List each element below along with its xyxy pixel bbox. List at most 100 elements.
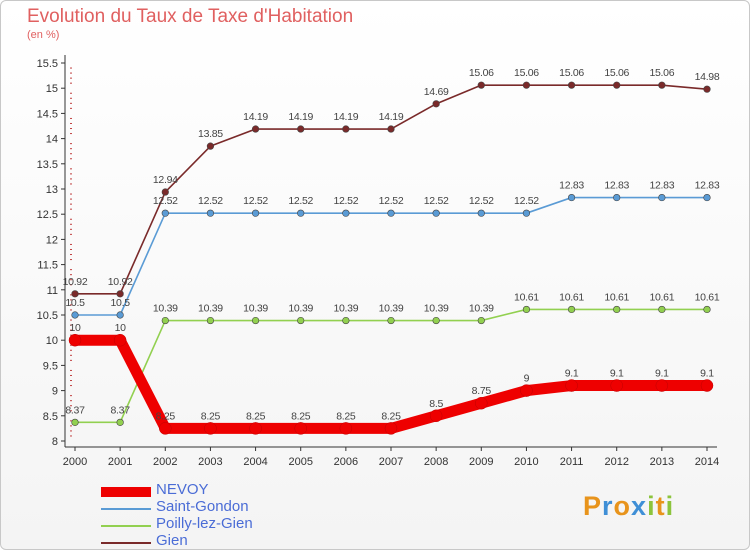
data-label: 10 bbox=[115, 322, 127, 334]
y-tick-label: 13.5 bbox=[37, 159, 58, 171]
x-tick-label: 2014 bbox=[695, 456, 719, 468]
logo-letter: i bbox=[665, 491, 675, 521]
data-label: 12.52 bbox=[333, 195, 358, 207]
data-label: 12.52 bbox=[469, 195, 494, 207]
data-point bbox=[658, 193, 666, 202]
data-point bbox=[71, 418, 79, 426]
y-tick-label: 10.5 bbox=[37, 310, 58, 322]
data-label: 8.37 bbox=[111, 404, 131, 416]
data-point bbox=[610, 379, 623, 392]
data-label: 12.83 bbox=[559, 180, 584, 192]
data-label: 12.83 bbox=[695, 180, 720, 192]
y-tick-label: 8 bbox=[52, 436, 58, 448]
data-label: 9 bbox=[524, 373, 530, 385]
y-tick-label: 14.5 bbox=[37, 108, 58, 120]
data-point bbox=[206, 316, 215, 325]
data-point bbox=[703, 305, 711, 314]
data-point bbox=[113, 333, 127, 347]
chart-title: Evolution du Taux de Taxe d'Habitation bbox=[27, 6, 354, 27]
data-point bbox=[251, 316, 260, 325]
x-tick-label: 2006 bbox=[334, 456, 358, 468]
data-point bbox=[71, 290, 79, 298]
series-layer bbox=[68, 81, 714, 435]
data-point bbox=[520, 384, 533, 397]
data-label: 10.61 bbox=[604, 291, 629, 303]
data-label: 9.1 bbox=[610, 368, 624, 380]
logo-letter: P bbox=[583, 491, 603, 521]
data-point bbox=[297, 125, 305, 133]
data-label: 12.52 bbox=[288, 195, 313, 207]
data-label: 10.39 bbox=[469, 303, 494, 315]
data-label: 15.06 bbox=[469, 67, 494, 79]
data-label: 8.25 bbox=[336, 410, 356, 422]
data-point bbox=[384, 422, 398, 435]
data-point bbox=[251, 125, 260, 133]
y-tick-label: 10 bbox=[46, 335, 58, 347]
data-label: 14.19 bbox=[243, 111, 268, 123]
data-label: 15.06 bbox=[604, 67, 629, 79]
y-tick-label: 15 bbox=[46, 83, 58, 95]
axes: 8 8.5 9 9.5 10 10.5 11 11.5 12 12.5 13 13.5 14 14.5 15… bbox=[37, 55, 719, 468]
data-label: 8.25 bbox=[291, 410, 311, 422]
data-label: 10.92 bbox=[63, 276, 88, 288]
data-label: 12.83 bbox=[604, 180, 629, 192]
x-tick-label: 2012 bbox=[604, 456, 628, 468]
x-tick-label: 2010 bbox=[514, 456, 538, 468]
legend-swatch bbox=[101, 525, 151, 527]
data-point bbox=[161, 188, 169, 196]
data-point bbox=[567, 81, 576, 89]
data-point bbox=[477, 81, 485, 89]
data-point bbox=[477, 316, 485, 325]
y-tick-label: 8.5 bbox=[43, 411, 58, 423]
data-point bbox=[206, 142, 215, 150]
data-label: 10.39 bbox=[243, 303, 268, 315]
data-point bbox=[71, 311, 79, 319]
data-point bbox=[565, 379, 578, 392]
y-tick-label: 9 bbox=[52, 386, 58, 398]
x-tick-label: 2008 bbox=[424, 456, 448, 468]
data-point bbox=[161, 316, 169, 325]
data-label: 12.52 bbox=[424, 195, 449, 207]
data-label: 8.37 bbox=[65, 404, 85, 416]
data-point bbox=[342, 316, 350, 325]
data-point bbox=[339, 422, 353, 435]
data-point bbox=[522, 81, 531, 89]
legend-swatch bbox=[101, 542, 151, 544]
data-label: 10.39 bbox=[379, 303, 404, 315]
data-point bbox=[251, 209, 260, 217]
legend-swatch bbox=[101, 508, 151, 510]
data-point bbox=[522, 209, 531, 217]
x-tick-label: 2002 bbox=[153, 456, 177, 468]
data-label: 10.61 bbox=[695, 291, 720, 303]
chart-unit: (en %) bbox=[27, 29, 60, 41]
proxiti-logo: Proxiti bbox=[583, 491, 674, 522]
data-label: 15.06 bbox=[649, 67, 674, 79]
data-label: 10.61 bbox=[649, 291, 674, 303]
data-point bbox=[613, 193, 621, 202]
legend-label: Poilly-lez-Gien bbox=[156, 515, 253, 532]
x-tick-label: 2003 bbox=[198, 456, 222, 468]
data-point bbox=[658, 81, 666, 89]
x-tick-label: 2007 bbox=[379, 456, 403, 468]
logo-letter: x bbox=[631, 491, 648, 521]
data-point bbox=[477, 209, 485, 217]
data-label: 10.39 bbox=[288, 303, 313, 315]
data-label: 10.61 bbox=[559, 291, 584, 303]
x-tick-label: 2001 bbox=[108, 456, 132, 468]
data-point bbox=[116, 311, 124, 319]
data-label: 8.75 bbox=[472, 385, 492, 397]
data-point bbox=[206, 209, 215, 217]
data-label: 12.52 bbox=[379, 195, 404, 207]
data-point bbox=[297, 209, 305, 217]
data-label: 8.25 bbox=[246, 410, 266, 422]
x-tick-label: 2011 bbox=[560, 456, 584, 468]
data-label: 14.98 bbox=[695, 71, 720, 83]
data-point bbox=[204, 422, 217, 435]
logo-letter: i bbox=[647, 491, 656, 521]
y-tick-label: 12.5 bbox=[37, 209, 58, 221]
data-label: 9.1 bbox=[655, 368, 669, 380]
data-label: 12.52 bbox=[153, 195, 178, 207]
data-point bbox=[161, 209, 169, 217]
